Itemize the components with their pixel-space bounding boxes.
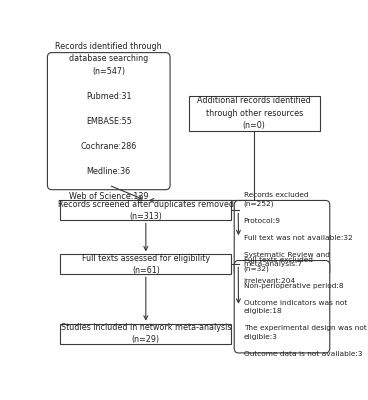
Text: Studies included in network meta-analysis
(n=29): Studies included in network meta-analysi…	[61, 323, 231, 344]
FancyBboxPatch shape	[47, 53, 170, 190]
FancyBboxPatch shape	[234, 260, 330, 353]
FancyBboxPatch shape	[60, 200, 231, 220]
Text: Full texts assessed for eligibility
(n=61): Full texts assessed for eligibility (n=6…	[82, 254, 210, 275]
FancyBboxPatch shape	[234, 200, 330, 276]
FancyBboxPatch shape	[60, 324, 231, 344]
Text: Records identified through
database searching
(n=547)

Pubmed:31

EMBASE:55

Coc: Records identified through database sear…	[56, 42, 162, 201]
FancyBboxPatch shape	[188, 96, 320, 131]
FancyBboxPatch shape	[60, 254, 231, 274]
Text: Additional records identified
through other resources
(n=0): Additional records identified through ot…	[197, 96, 311, 130]
Text: Records screened after duplicates removed
(n=313): Records screened after duplicates remove…	[58, 200, 234, 221]
Text: Records excluded
(n=252)

Protocol:9

Full text was not available:32

Systematic: Records excluded (n=252) Protocol:9 Full…	[244, 192, 353, 284]
Text: Full texts excluded
(n=32)

Non-perioperative period:8

Outcome indicators was n: Full texts excluded (n=32) Non-periopera…	[244, 257, 367, 357]
